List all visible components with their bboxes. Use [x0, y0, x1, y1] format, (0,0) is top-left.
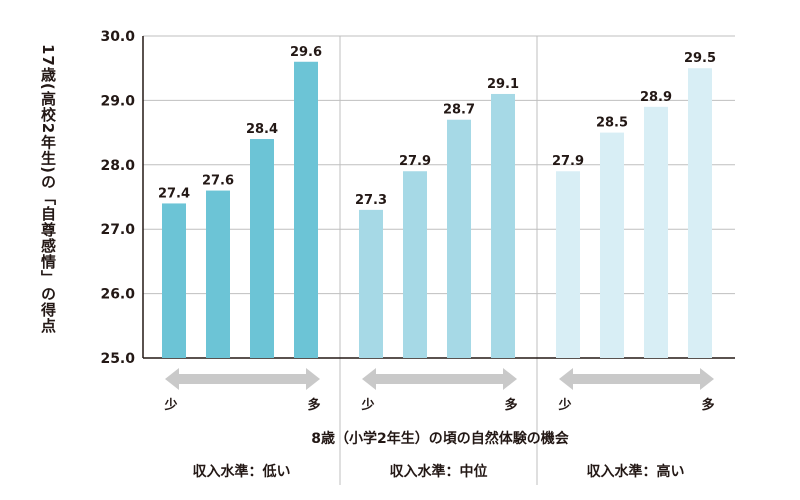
bar — [206, 190, 230, 358]
bar — [688, 68, 712, 358]
arrow-left-label: 少 — [360, 397, 374, 413]
data-label: 28.5 — [596, 116, 628, 131]
arrow-right-label: 多 — [307, 397, 320, 413]
bar — [162, 203, 186, 358]
data-label: 27.9 — [399, 154, 431, 169]
data-label: 29.1 — [487, 77, 519, 92]
data-label: 29.6 — [290, 45, 322, 60]
data-label: 29.5 — [684, 51, 716, 66]
y-tick-label: 26.0 — [100, 287, 135, 303]
bar — [644, 106, 668, 358]
arrow-right-label: 多 — [701, 397, 714, 413]
y-axis-label-box: 17歳(高校2年生)の「自尊感情」の得点 — [38, 44, 60, 364]
data-label: 27.9 — [552, 154, 584, 169]
double-arrow — [165, 368, 320, 390]
bar — [447, 119, 471, 358]
y-tick-label: 28.0 — [100, 158, 135, 174]
group-label: 収入水準：中位 — [390, 463, 488, 480]
x-axis-label: 8歳（小学2年生）の頃の自然体験の機会 — [311, 430, 569, 447]
bar — [294, 61, 318, 358]
bar — [600, 132, 624, 358]
group-label: 収入水準：高い — [587, 463, 685, 480]
y-tick-label: 30.0 — [100, 29, 135, 45]
data-label: 28.7 — [443, 103, 475, 118]
arrow-left-label: 少 — [557, 397, 571, 413]
bar — [250, 139, 274, 358]
bar — [359, 209, 383, 358]
data-label: 27.3 — [355, 193, 387, 208]
arrow-left-label: 少 — [163, 397, 177, 413]
data-label: 28.9 — [640, 90, 672, 105]
data-label: 27.4 — [158, 186, 190, 201]
group-label: 収入水準：低い — [193, 463, 291, 480]
double-arrow — [559, 368, 714, 390]
double-arrow — [362, 368, 517, 390]
y-axis-label: 17歳(高校2年生)の「自尊感情」の得点 — [39, 44, 57, 335]
bar — [491, 93, 515, 359]
y-tick-label: 27.0 — [100, 222, 135, 238]
y-tick-label: 29.0 — [100, 93, 135, 109]
arrow-right-label: 多 — [504, 397, 517, 413]
y-tick-label: 25.0 — [100, 351, 135, 367]
data-label: 27.6 — [202, 174, 234, 189]
data-label: 28.4 — [246, 122, 278, 137]
bar — [556, 171, 580, 358]
bar — [403, 171, 427, 358]
